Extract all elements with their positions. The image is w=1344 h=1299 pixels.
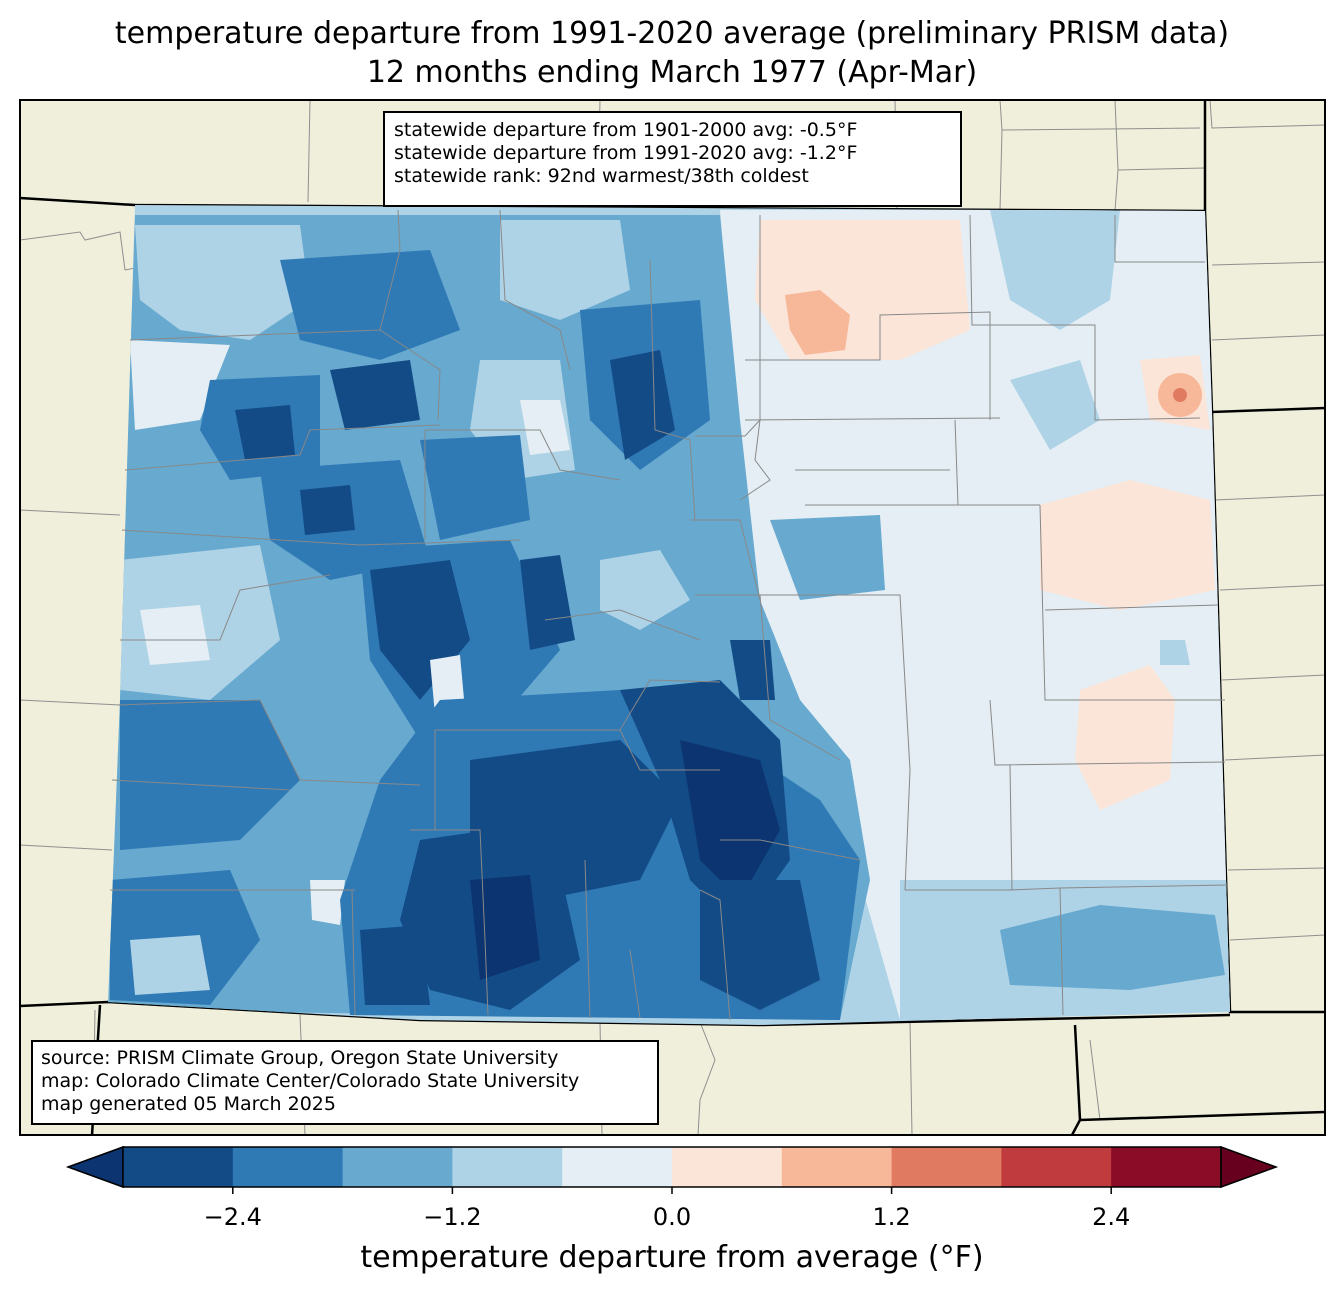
colorbar-segment — [342, 1147, 453, 1187]
stats-departure-1901-2000: statewide departure from 1901-2000 avg: … — [394, 119, 858, 141]
colorbar-segment — [232, 1147, 344, 1187]
source-credit-box: source: PRISM Climate Group, Oregon Stat… — [31, 1040, 659, 1125]
source-line: source: PRISM Climate Group, Oregon Stat… — [41, 1047, 559, 1069]
map-credit-line: map: Colorado Climate Center/Colorado St… — [41, 1070, 580, 1092]
colorbar-extend-high — [1220, 1145, 1279, 1189]
map-title: temperature departure from 1991-2020 ave… — [114, 16, 1230, 51]
colorbar-segment — [123, 1147, 234, 1187]
temperature-departure-field — [108, 205, 1230, 1025]
colorbar — [65, 1145, 1279, 1194]
colorbar-label: temperature departure from average (°F) — [360, 1240, 984, 1275]
colorbar-tick-label: 1.2 — [872, 1203, 911, 1231]
stats-rank: statewide rank: 92nd warmest/38th coldes… — [394, 165, 809, 187]
county-boundaries — [110, 209, 1229, 1021]
colorbar-tick-label: 2.4 — [1092, 1203, 1131, 1231]
stats-departure-1991-2020: statewide departure from 1991-2020 avg: … — [394, 142, 858, 164]
colorbar-segment — [891, 1147, 1002, 1187]
generated-date-line: map generated 05 March 2025 — [41, 1093, 336, 1115]
colorbar-segment — [1001, 1147, 1112, 1187]
colorbar-extend-low — [65, 1145, 124, 1189]
colorbar-segment — [672, 1147, 783, 1187]
colorbar-tick-label: 0.0 — [652, 1203, 692, 1231]
colorbar-segment — [1111, 1147, 1222, 1187]
colorbar-segment — [781, 1147, 893, 1187]
colorbar-segment — [562, 1147, 673, 1187]
colorbar-tick-label: −2.4 — [203, 1203, 262, 1231]
colorbar-tick-label: −1.2 — [423, 1203, 482, 1231]
statewide-stats-box: statewide departure from 1901-2000 avg: … — [383, 111, 962, 207]
map-frame — [19, 99, 1326, 1136]
colorbar-segment — [452, 1147, 563, 1187]
map-subtitle: 12 months ending March 1977 (Apr-Mar) — [366, 55, 978, 90]
